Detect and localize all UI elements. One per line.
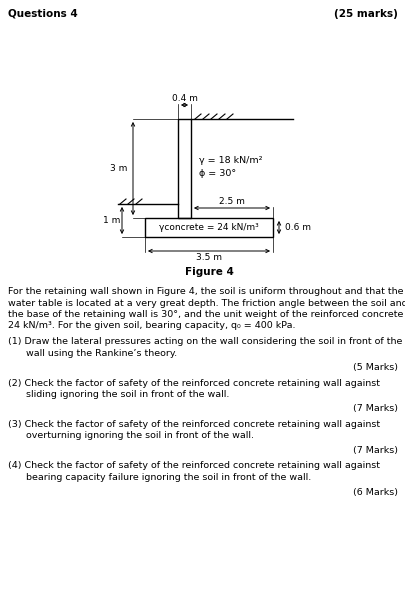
Text: (6 Marks): (6 Marks) [352, 488, 397, 497]
Text: (3) Check the factor of safety of the reinforced concrete retaining wall against: (3) Check the factor of safety of the re… [8, 420, 379, 429]
Text: 1 m: 1 m [103, 216, 120, 225]
Text: 3.5 m: 3.5 m [196, 253, 222, 262]
Text: 24 kN/m³. For the given soil, bearing capacity, q₀ = 400 kPa.: 24 kN/m³. For the given soil, bearing ca… [8, 322, 295, 331]
Text: sliding ignoring the soil in front of the wall.: sliding ignoring the soil in front of th… [8, 390, 229, 399]
Text: 0.4 m: 0.4 m [171, 94, 197, 103]
Text: Questions 4: Questions 4 [8, 9, 78, 19]
Text: (5 Marks): (5 Marks) [352, 363, 397, 372]
Text: (7 Marks): (7 Marks) [352, 404, 397, 413]
Text: For the retaining wall shown in Figure 4, the soil is uniform throughout and tha: For the retaining wall shown in Figure 4… [8, 287, 403, 296]
Text: wall using the Rankine’s theory.: wall using the Rankine’s theory. [8, 349, 177, 358]
Text: (7 Marks): (7 Marks) [352, 446, 397, 455]
Text: Figure 4: Figure 4 [184, 267, 233, 277]
Bar [145, 218, 272, 237]
Text: overturning ignoring the soil in front of the wall.: overturning ignoring the soil in front o… [8, 431, 254, 440]
Text: water table is located at a very great depth. The friction angle between the soi: water table is located at a very great d… [8, 298, 405, 307]
Text: ϕ = 30°: ϕ = 30° [198, 169, 236, 178]
Text: γconcrete = 24 kN/m³: γconcrete = 24 kN/m³ [159, 223, 258, 232]
Text: 0.6 m: 0.6 m [284, 223, 310, 232]
Text: (1) Draw the lateral pressures acting on the wall considering the soil in front : (1) Draw the lateral pressures acting on… [8, 337, 401, 346]
Text: γ = 18 kN/m²: γ = 18 kN/m² [198, 156, 262, 165]
Text: (4) Check the factor of safety of the reinforced concrete retaining wall against: (4) Check the factor of safety of the re… [8, 461, 379, 470]
Text: bearing capacity failure ignoring the soil in front of the wall.: bearing capacity failure ignoring the so… [8, 473, 311, 482]
Text: (25 marks): (25 marks) [333, 9, 397, 19]
Text: the base of the retaining wall is 30°, and the unit weight of the reinforced con: the base of the retaining wall is 30°, a… [8, 310, 405, 319]
Text: 2.5 m: 2.5 m [219, 197, 244, 206]
Bar [177, 119, 190, 218]
Text: (2) Check the factor of safety of the reinforced concrete retaining wall against: (2) Check the factor of safety of the re… [8, 379, 379, 388]
Text: 3 m: 3 m [110, 164, 128, 173]
